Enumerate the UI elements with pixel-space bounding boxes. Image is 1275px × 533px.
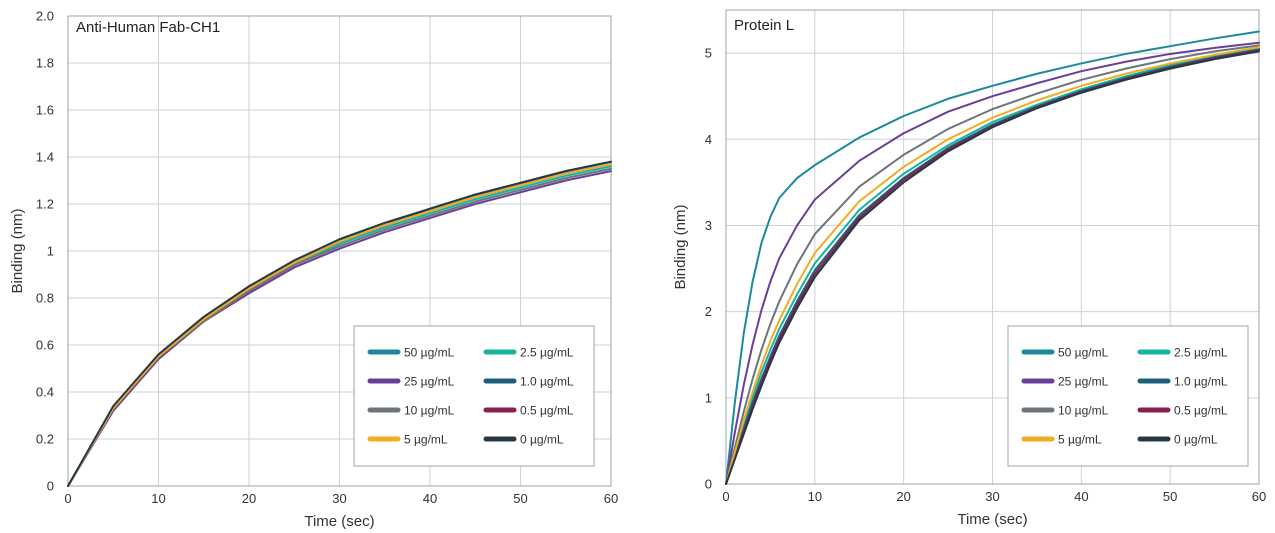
y-tick-label: 1.6 — [36, 103, 54, 118]
y-axis-label: Binding (nm) — [9, 208, 26, 293]
y-axis-label: Binding (nm) — [672, 204, 689, 289]
legend-box — [353, 325, 595, 467]
x-tick-label: 0 — [722, 489, 729, 504]
series-line — [725, 44, 1260, 485]
y-tick-label: 5 — [705, 46, 712, 61]
legend-label: 10 µg/mL — [404, 404, 455, 418]
x-tick-label: 20 — [896, 489, 910, 504]
series-line — [67, 163, 612, 487]
x-tick-label: 30 — [985, 489, 999, 504]
y-tick-label: 1.8 — [36, 56, 54, 71]
x-tick-label: 50 — [513, 491, 527, 506]
x-axis-label: Time (sec) — [957, 511, 1027, 528]
chart-title: Anti-Human Fab-CH1 — [76, 19, 220, 36]
y-tick-label: 0 — [47, 479, 54, 494]
series-line — [725, 41, 1260, 485]
series-line — [67, 170, 612, 487]
plot-frame — [725, 9, 1260, 485]
x-tick-label: 20 — [242, 491, 256, 506]
x-tick-label: 60 — [604, 491, 618, 506]
legend-label: 1.0 µg/mL — [520, 375, 574, 389]
legend-label: 5 µg/mL — [404, 433, 448, 447]
chart-panel-1: 0 10 20 30 40 50 60 0 1 2 3 4 5 Time (sec) Binding (nm… — [672, 9, 1266, 528]
legend-label: 25 µg/mL — [404, 375, 455, 389]
legend: 50 µg/mL 2.5 µg/mL 25 µg/mL 1.0 µg/mL 10 µg/… — [353, 325, 595, 467]
legend-label: 5 µg/mL — [1058, 433, 1102, 447]
x-tick-label: 10 — [808, 489, 822, 504]
y-tick-label: 1 — [47, 244, 54, 259]
series-line — [725, 50, 1260, 485]
series-line — [725, 30, 1260, 485]
y-tick-label: 2 — [705, 304, 712, 319]
legend-label: 0.5 µg/mL — [520, 404, 574, 418]
x-axis-label: Time (sec) — [304, 513, 374, 530]
legend: 50 µg/mL 2.5 µg/mL 25 µg/mL 1.0 µg/mL 10 µg/… — [1007, 325, 1249, 467]
series-line — [725, 46, 1260, 485]
legend-label: 2.5 µg/mL — [520, 346, 574, 360]
series-line — [725, 47, 1260, 485]
y-tick-label: 4 — [705, 132, 712, 147]
plot-frame — [67, 15, 612, 487]
x-tick-label: 40 — [423, 491, 437, 506]
x-tick-label: 0 — [64, 491, 71, 506]
legend-label: 25 µg/mL — [1058, 375, 1109, 389]
y-tick-label: 0.8 — [36, 291, 54, 306]
legend-label: 0 µg/mL — [1174, 433, 1218, 447]
y-tick-label: 1.2 — [36, 197, 54, 212]
legend-box — [1007, 325, 1249, 467]
y-tick-label: 2.0 — [36, 9, 54, 24]
y-tick-label: 0.6 — [36, 338, 54, 353]
x-tick-label: 30 — [332, 491, 346, 506]
y-tick-label: 1 — [705, 390, 712, 405]
legend-label: 2.5 µg/mL — [1174, 346, 1228, 360]
chart-title: Protein L — [734, 17, 794, 34]
y-tick-label: 0.4 — [36, 385, 54, 400]
y-tick-label: 0.2 — [36, 432, 54, 447]
chart-panel-0: 0 10 20 30 40 50 60 0 0.2 0.4 0.6 0.8 1 1.2 1.4 1.6 1.8 2… — [9, 9, 618, 531]
series-line — [67, 160, 612, 487]
y-tick-label: 3 — [705, 218, 712, 233]
legend-label: 50 µg/mL — [404, 346, 455, 360]
x-tick-label: 10 — [151, 491, 165, 506]
x-tick-label: 40 — [1074, 489, 1088, 504]
legend-label: 50 µg/mL — [1058, 346, 1109, 360]
legend-label: 0 µg/mL — [520, 433, 564, 447]
x-tick-label: 50 — [1163, 489, 1177, 504]
legend-label: 10 µg/mL — [1058, 404, 1109, 418]
x-tick-label: 60 — [1252, 489, 1266, 504]
y-tick-label: 1.4 — [36, 150, 54, 165]
y-tick-label: 0 — [705, 477, 712, 492]
legend-label: 0.5 µg/mL — [1174, 404, 1228, 418]
legend-label: 1.0 µg/mL — [1174, 375, 1228, 389]
